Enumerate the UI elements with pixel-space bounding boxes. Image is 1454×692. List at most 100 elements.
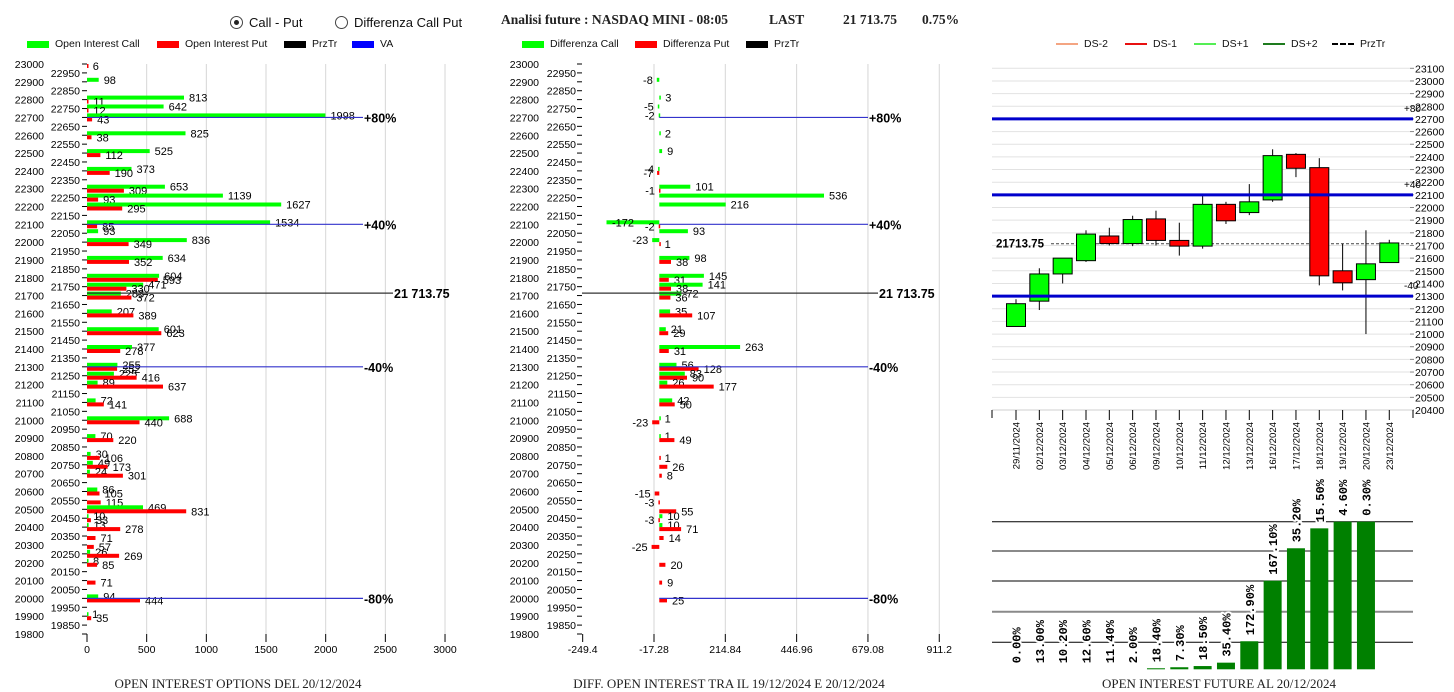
put-value-label: 107 bbox=[697, 310, 715, 322]
oi-bar bbox=[1263, 580, 1282, 670]
call-bar bbox=[659, 345, 741, 349]
oi-bar bbox=[1216, 662, 1235, 670]
y-tick-label: 22050 bbox=[51, 228, 80, 240]
put-bar bbox=[87, 99, 89, 104]
oi-bar bbox=[1356, 521, 1375, 670]
radio-unselected-icon[interactable] bbox=[335, 15, 348, 29]
y-tick-label: 22550 bbox=[547, 139, 576, 151]
put-value-label: -15 bbox=[635, 489, 651, 501]
legend-swatch bbox=[522, 40, 544, 48]
y-tick-label: 22050 bbox=[547, 228, 576, 240]
put-value-label: 9 bbox=[667, 578, 673, 590]
call-value-label: 98 bbox=[694, 253, 706, 265]
y-tick-label: 20200 bbox=[15, 558, 44, 570]
put-bar bbox=[659, 562, 666, 567]
candle bbox=[1239, 184, 1260, 216]
put-bar bbox=[87, 527, 121, 532]
call-bar bbox=[87, 345, 132, 349]
y-tick-label: 20900 bbox=[510, 433, 539, 445]
call-bar bbox=[659, 255, 690, 260]
y-tick-label: 22800 bbox=[510, 95, 539, 107]
y-tick-label: 22500 bbox=[510, 148, 539, 160]
analysis-title: Analisi future : NASDAQ MINI - 08:05 bbox=[501, 12, 729, 27]
put-bar bbox=[87, 500, 101, 505]
put-value-label: 71 bbox=[100, 533, 112, 545]
call-value-label: -172 bbox=[612, 217, 634, 229]
candle bbox=[1145, 210, 1166, 246]
radio-selected-icon[interactable] bbox=[230, 15, 243, 29]
y-tick-label: 21900 bbox=[15, 255, 44, 267]
put-bar bbox=[659, 402, 675, 407]
legend-swatch bbox=[284, 40, 306, 48]
put-value-label: 220 bbox=[118, 435, 136, 447]
put-value-label: -25 bbox=[632, 542, 648, 554]
candle bbox=[1332, 243, 1353, 291]
y-tick-label: 22750 bbox=[51, 104, 80, 116]
y-tick-label: 20300 bbox=[15, 540, 44, 552]
put-value-label: -7 bbox=[643, 168, 653, 180]
y-tick-label: 23000 bbox=[1415, 76, 1444, 88]
call-bar bbox=[87, 95, 184, 100]
legend-item-ds-1: DS-1 bbox=[1125, 38, 1177, 50]
y-tick-label: 20600 bbox=[510, 487, 539, 499]
x-tick-label: 05/12/2024 bbox=[1105, 421, 1116, 470]
put-bar bbox=[87, 562, 98, 567]
call-bar bbox=[87, 149, 150, 154]
last-price-value: 21 713.75 bbox=[843, 12, 897, 27]
candle-body-up bbox=[1122, 219, 1143, 245]
put-bar bbox=[87, 375, 137, 380]
y-tick-label: 22700 bbox=[1415, 114, 1444, 126]
legend-label: Open Interest Call bbox=[55, 38, 140, 50]
put-value-label: 71 bbox=[686, 524, 698, 536]
call-bar bbox=[606, 220, 660, 225]
x-tick-label: -17.28 bbox=[639, 644, 669, 656]
put-value-label: 301 bbox=[128, 471, 146, 483]
y-tick-label: 20600 bbox=[15, 487, 44, 499]
put-bar bbox=[659, 349, 669, 353]
y-tick-label: 21200 bbox=[510, 380, 539, 392]
oi-change-label: 2.00% bbox=[1127, 626, 1141, 663]
radio-call-put[interactable]: Call - Put bbox=[230, 14, 302, 30]
y-tick-label: 22500 bbox=[1415, 139, 1444, 151]
call-bar bbox=[87, 594, 99, 599]
last-label: LAST bbox=[769, 12, 805, 27]
y-tick-label: 21050 bbox=[51, 406, 80, 418]
put-bar bbox=[87, 170, 110, 175]
candle bbox=[1192, 195, 1213, 249]
put-bar bbox=[87, 580, 96, 585]
oi-change-label: 7.30% bbox=[1174, 624, 1188, 661]
va-line-label: +80% bbox=[364, 111, 396, 125]
va-line-label: -40% bbox=[364, 361, 393, 375]
call-value-label: 2 bbox=[665, 128, 671, 140]
va-line-label: +40% bbox=[869, 218, 901, 232]
y-tick-label: 22100 bbox=[1415, 190, 1444, 202]
radio-differenza-call-put[interactable]: Differenza Call Put bbox=[335, 14, 462, 30]
y-tick-label: 22400 bbox=[15, 166, 44, 178]
call-bar bbox=[659, 95, 661, 100]
call-value-label: 72 bbox=[686, 289, 698, 301]
call-bar bbox=[659, 362, 677, 367]
put-bar bbox=[87, 153, 101, 158]
y-tick-label: 19950 bbox=[51, 602, 80, 614]
y-tick-label: 21700 bbox=[1415, 240, 1444, 252]
oi-bar bbox=[1240, 641, 1259, 670]
future-candlestick-chart: 2310023000229002280022700226002250022400… bbox=[991, 63, 1444, 470]
x-tick-label: 214.84 bbox=[709, 644, 741, 656]
call-bar bbox=[659, 273, 704, 278]
y-tick-label: 22850 bbox=[51, 86, 80, 98]
chart-title-oi-future: OPEN INTEREST FUTURE AL 20/12/2024 bbox=[1101, 676, 1336, 691]
oi-change-label: 18.50% bbox=[1197, 616, 1211, 660]
legend-swatch bbox=[352, 40, 374, 48]
oi-change-label: 15.50% bbox=[1314, 478, 1328, 522]
y-tick-label: 20750 bbox=[547, 460, 576, 472]
put-value-label: 20 bbox=[670, 560, 682, 572]
y-tick-label: 23000 bbox=[510, 59, 539, 71]
y-tick-label: 21750 bbox=[547, 282, 576, 294]
candle bbox=[1169, 222, 1190, 256]
y-tick-label: 22400 bbox=[510, 166, 539, 178]
y-tick-label: 20150 bbox=[547, 567, 576, 579]
put-value-label: 11 bbox=[93, 97, 104, 109]
legend-item-va: VA bbox=[352, 38, 393, 50]
put-value-label: 85 bbox=[102, 560, 114, 572]
